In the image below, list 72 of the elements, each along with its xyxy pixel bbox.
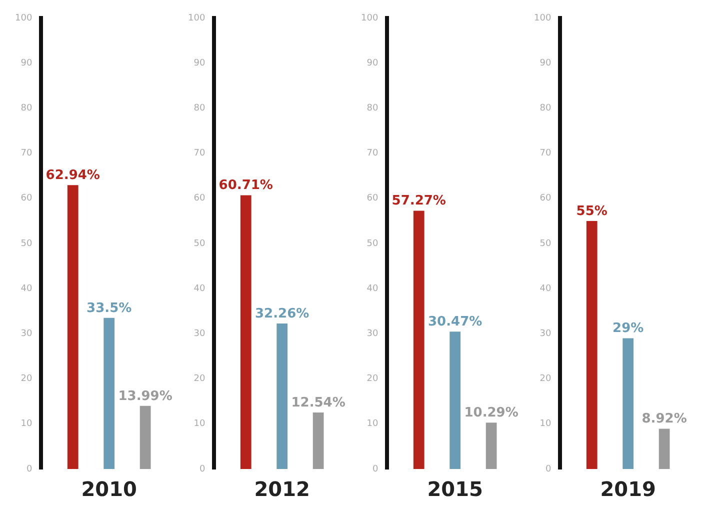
y-tick-label: 80 xyxy=(540,104,552,114)
bar xyxy=(658,428,670,469)
y-tick-label: 40 xyxy=(194,284,206,294)
y-tick-label: 70 xyxy=(20,148,32,159)
data-label: 12.54% xyxy=(291,395,346,410)
y-tick-label: 40 xyxy=(540,284,552,294)
y-tick-label: 10 xyxy=(194,419,206,430)
data-label: 29% xyxy=(612,321,644,336)
data-label: 10.29% xyxy=(464,405,518,420)
y-tick-label: 20 xyxy=(20,374,32,384)
x-tick-label: 2019 xyxy=(600,477,656,502)
y-tick-label: 10 xyxy=(366,419,378,430)
y-tick-label: 0 xyxy=(26,464,32,474)
bar xyxy=(140,406,151,469)
bar xyxy=(240,195,252,469)
y-tick-label: 100 xyxy=(14,13,32,24)
y-tick-label: 80 xyxy=(194,104,206,114)
y-tick-label: 0 xyxy=(199,464,206,474)
y-tick-label: 40 xyxy=(366,284,378,294)
y-tick-label: 60 xyxy=(20,194,32,204)
y-tick-label: 10 xyxy=(20,419,32,430)
y-tick-label: 70 xyxy=(540,148,552,159)
y-tick-label: 40 xyxy=(20,284,32,294)
bar xyxy=(413,210,424,469)
bar xyxy=(104,318,115,469)
bar xyxy=(312,412,324,469)
y-tick-label: 90 xyxy=(540,58,552,68)
y-tick-label: 70 xyxy=(194,148,206,159)
y-tick-label: 30 xyxy=(540,329,552,340)
y-tick-label: 100 xyxy=(534,13,552,24)
y-tick-label: 0 xyxy=(372,464,378,474)
bar xyxy=(67,185,78,469)
y-tick-label: 50 xyxy=(20,238,32,249)
bar xyxy=(276,324,288,469)
y-tick-label: 100 xyxy=(188,13,206,24)
data-label: 33.5% xyxy=(86,300,132,316)
y-tick-label: 90 xyxy=(20,58,32,68)
y-tick-label: 60 xyxy=(366,194,378,204)
data-label: 55% xyxy=(576,204,608,219)
y-tick-label: 50 xyxy=(540,238,552,249)
y-tick-label: 50 xyxy=(194,238,206,249)
y-tick-label: 70 xyxy=(366,148,378,159)
x-tick-label: 2015 xyxy=(427,477,483,502)
data-label: 8.92% xyxy=(642,412,687,427)
y-tick-label: 60 xyxy=(194,194,206,204)
data-label: 62.94% xyxy=(46,168,100,184)
y-tick-label: 20 xyxy=(366,374,378,384)
y-tick-label: 60 xyxy=(540,194,552,204)
data-label: 60.71% xyxy=(218,178,273,194)
x-tick-label: 2012 xyxy=(254,477,310,502)
bar xyxy=(450,332,461,469)
y-tick-label: 30 xyxy=(366,329,378,340)
data-label: 57.27% xyxy=(392,194,446,209)
y-tick-label: 30 xyxy=(20,329,32,340)
y-tick-label: 10 xyxy=(540,419,552,430)
y-tick-label: 30 xyxy=(194,329,206,340)
y-tick-label: 0 xyxy=(545,464,552,474)
x-tick-label: 2010 xyxy=(81,477,137,502)
y-tick-label: 50 xyxy=(366,238,378,249)
data-label: 30.47% xyxy=(428,314,482,330)
y-tick-label: 90 xyxy=(194,58,206,68)
y-tick-label: 80 xyxy=(366,104,378,114)
bar xyxy=(586,220,598,469)
bar xyxy=(622,338,634,469)
y-tick-label: 80 xyxy=(20,104,32,114)
y-tick-label: 20 xyxy=(540,374,552,384)
bar xyxy=(486,422,497,469)
y-tick-label: 90 xyxy=(366,58,378,68)
data-label: 32.26% xyxy=(255,306,310,322)
data-label: 13.99% xyxy=(118,388,172,404)
y-tick-label: 100 xyxy=(360,13,378,24)
y-tick-label: 20 xyxy=(194,374,206,384)
